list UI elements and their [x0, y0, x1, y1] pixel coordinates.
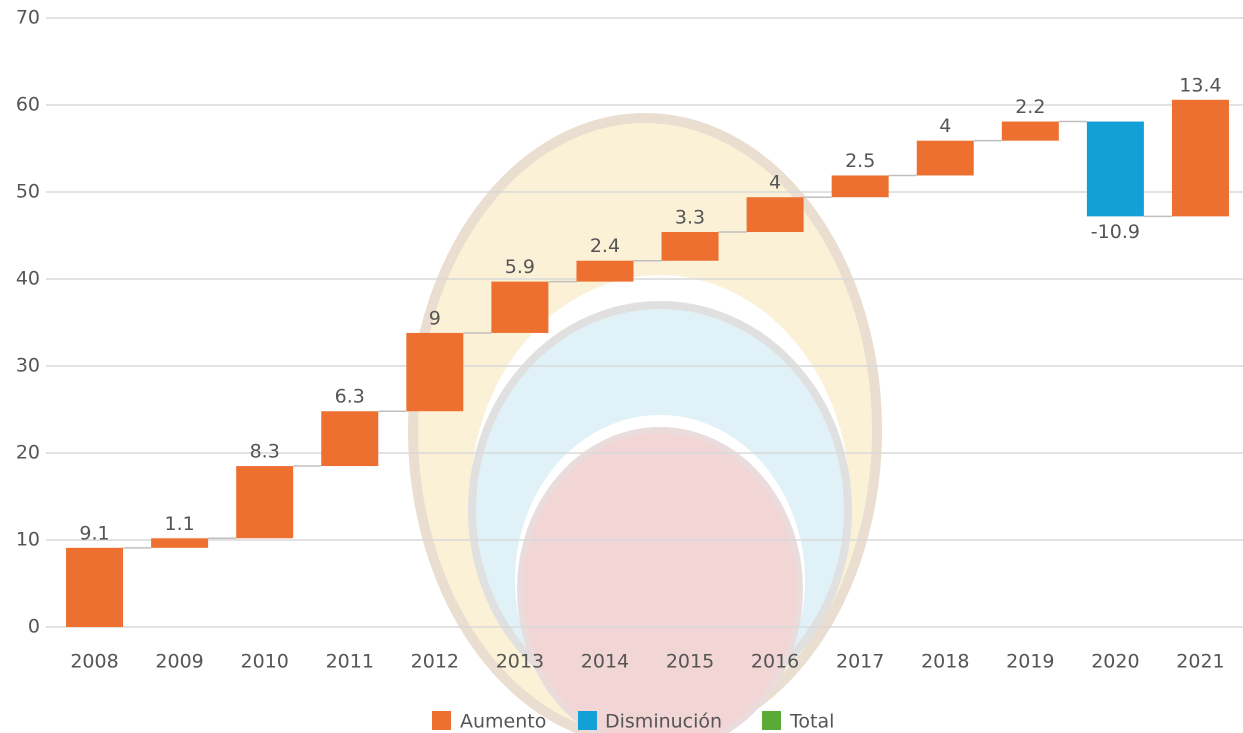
x-tick-label: 2016	[751, 651, 799, 673]
data-label: 8.3	[250, 441, 280, 463]
data-label: 5.9	[505, 256, 535, 278]
y-tick-label: 20	[16, 442, 40, 464]
bar	[576, 261, 633, 282]
y-tick-label: 30	[16, 355, 40, 377]
bar	[66, 548, 123, 627]
bar	[1002, 122, 1059, 141]
bar	[321, 411, 378, 466]
chart: 0 10 20 30 40 50 60 70 2008 9.1 2009 1.1 2010 8.3 2011…	[0, 0, 1243, 733]
y-tick-label: 50	[16, 181, 40, 203]
legend-swatch	[432, 711, 451, 730]
x-tick-label: 2018	[921, 651, 969, 673]
x-tick-label: 2021	[1176, 651, 1224, 673]
data-label: 9	[429, 307, 441, 329]
bar	[917, 141, 974, 176]
y-tick-label: 40	[16, 268, 40, 290]
x-tick-label: 2010	[240, 651, 288, 673]
x-tick-label: 2009	[155, 651, 203, 673]
y-tick-label: 0	[28, 616, 40, 638]
bar	[1172, 100, 1229, 217]
data-label: 2.4	[590, 235, 620, 257]
legend-label: Disminución	[605, 711, 722, 733]
bar	[406, 333, 463, 411]
bar	[832, 175, 889, 197]
bar	[747, 197, 804, 232]
y-tick-label: 10	[16, 529, 40, 551]
x-tick-label: 2011	[326, 651, 374, 673]
x-tick-label: 2020	[1091, 651, 1139, 673]
data-label: 1.1	[164, 513, 194, 535]
x-tick-label: 2019	[1006, 651, 1054, 673]
data-label: 9.1	[79, 522, 109, 544]
bar	[491, 282, 548, 333]
bar	[662, 232, 719, 261]
legend-label: Total	[789, 711, 834, 733]
data-label: 4	[939, 115, 951, 137]
data-label: 3.3	[675, 207, 705, 229]
x-tick-label: 2008	[70, 651, 118, 673]
data-label: 6.3	[335, 386, 365, 408]
data-label: 4	[769, 172, 781, 194]
data-label: 2.5	[845, 150, 875, 172]
data-label: 2.2	[1015, 96, 1045, 118]
x-tick-label: 2014	[581, 651, 629, 673]
x-tick-label: 2015	[666, 651, 714, 673]
legend-swatch	[762, 711, 781, 730]
data-label: 13.4	[1179, 74, 1221, 96]
data-label: -10.9	[1091, 221, 1140, 243]
bar	[1087, 122, 1144, 217]
bar	[151, 538, 208, 548]
y-tick-label: 60	[16, 94, 40, 116]
x-tick-label: 2013	[496, 651, 544, 673]
bar	[236, 466, 293, 538]
legend-label: Aumento	[460, 711, 546, 733]
y-tick-label: 70	[16, 7, 40, 29]
x-tick-label: 2017	[836, 651, 884, 673]
legend-swatch	[578, 711, 597, 730]
watermark	[413, 118, 877, 733]
x-tick-label: 2012	[411, 651, 459, 673]
